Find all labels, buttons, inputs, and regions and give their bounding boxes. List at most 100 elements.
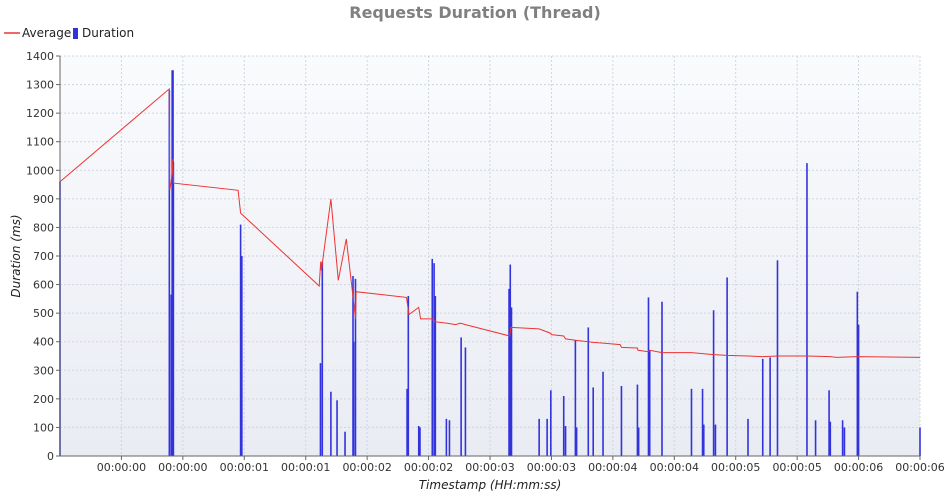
duration-bar (814, 420, 817, 456)
duration-bar (172, 161, 175, 456)
x-axis-label: Timestamp (HH:mm:ss) (419, 478, 562, 492)
duration-bar (239, 224, 242, 456)
duration-bar (602, 371, 604, 456)
duration-bar (354, 278, 357, 456)
x-tick-label: 00:00:01 (220, 461, 269, 474)
duration-bar (417, 426, 420, 456)
duration-bar (806, 163, 808, 456)
duration-bar (712, 310, 715, 456)
duration-bar (406, 388, 408, 456)
duration-bar (747, 418, 749, 456)
legend-duration-swatch (73, 28, 78, 39)
axes (56, 55, 921, 460)
duration-bar (828, 390, 830, 456)
duration-bar (701, 388, 704, 456)
duration-bar (647, 297, 650, 456)
x-tick-label: 00:00:00 (97, 461, 146, 474)
duration-bar (509, 264, 512, 456)
y-tick-label: 1400 (26, 50, 54, 63)
y-tick-label: 200 (33, 393, 54, 406)
duration-bar (636, 384, 639, 456)
duration-bar (434, 296, 437, 456)
duration-bar (171, 70, 173, 457)
duration-bar (564, 426, 567, 456)
average-line (59, 87, 921, 358)
x-tick-label: 00:00:00 (158, 461, 207, 474)
duration-bar (843, 427, 846, 456)
duration-bar (319, 363, 322, 456)
duration-bar (352, 341, 355, 456)
duration-bar (648, 350, 651, 456)
duration-bar (592, 387, 594, 456)
legend-duration-label: Duration (82, 26, 134, 40)
duration-bar (445, 418, 448, 456)
duration-bars (59, 70, 921, 457)
x-tick-label: 00:00:05 (711, 461, 760, 474)
duration-bar (344, 431, 346, 456)
duration-bar (776, 260, 779, 456)
y-tick-label: 800 (33, 221, 54, 234)
x-tick-label: 00:00:03 (465, 461, 514, 474)
duration-bar (550, 390, 552, 456)
y-tick-label: 1100 (26, 136, 54, 149)
y-tick-label: 1000 (26, 164, 54, 177)
y-tick-label: 600 (33, 279, 54, 292)
y-tick-label: 900 (33, 193, 54, 206)
x-tick-label: 00:00:02 (342, 461, 391, 474)
y-tick-label: 1300 (26, 79, 54, 92)
duration-bar (919, 427, 921, 456)
y-tick-labels: 0 100 200 300 400 500 600 700 800 900 1000 1100 1200… (26, 50, 54, 463)
duration-bar (336, 400, 338, 456)
y-tick-label: 1200 (26, 107, 54, 120)
duration-bar (661, 301, 663, 456)
duration-bar (407, 296, 410, 456)
duration-bar (769, 357, 771, 456)
duration-bar (508, 288, 510, 456)
duration-bar (538, 418, 540, 456)
duration-bar (637, 427, 640, 456)
y-tick-label: 0 (47, 450, 54, 463)
x-tick-label: 00:00:04 (588, 461, 637, 474)
duration-bar (690, 388, 693, 456)
duration-bar (433, 263, 435, 456)
duration-bar (574, 340, 577, 456)
x-tick-label: 00:00:05 (772, 461, 821, 474)
legend-average-label: Average (22, 26, 71, 40)
duration-bar (562, 396, 565, 456)
duration-bar (321, 261, 324, 456)
duration-bar (857, 324, 860, 456)
duration-bar (431, 258, 434, 456)
duration-bar (460, 337, 462, 456)
y-tick-label: 400 (33, 336, 54, 349)
chart-title: Requests Duration (Thread) (349, 3, 601, 22)
y-axis-label: Duration (ms) (9, 214, 23, 297)
duration-bar (464, 347, 467, 456)
duration-bar (510, 307, 513, 456)
y-tick-label: 500 (33, 307, 54, 320)
duration-bar (841, 420, 844, 456)
duration-bar (419, 427, 421, 456)
x-tick-label: 00:00:04 (650, 461, 699, 474)
duration-bar (587, 327, 590, 456)
x-tick-label: 00:00:06 (895, 461, 944, 474)
duration-bar (856, 291, 859, 456)
x-tick-label: 00:00:06 (834, 461, 883, 474)
duration-bar (829, 421, 832, 456)
x-tick-label: 00:00:02 (404, 461, 453, 474)
duration-bar (575, 427, 578, 456)
x-tick-labels: 00:00:00 00:00:00 00:00:01 00:00:01 00:00:02… (97, 461, 945, 474)
y-tick-label: 700 (33, 250, 54, 263)
duration-bar (170, 294, 172, 456)
duration-bar (241, 256, 243, 456)
duration-bar (620, 386, 623, 456)
duration-bar (714, 424, 717, 456)
x-tick-label: 00:00:01 (281, 461, 330, 474)
y-tick-label: 100 (33, 421, 54, 434)
duration-bar (330, 391, 332, 456)
x-tick-label: 00:00:03 (527, 461, 576, 474)
duration-bar (726, 277, 728, 456)
grid-lines (60, 55, 921, 456)
duration-bar (761, 358, 764, 456)
y-tick-label: 300 (33, 364, 54, 377)
